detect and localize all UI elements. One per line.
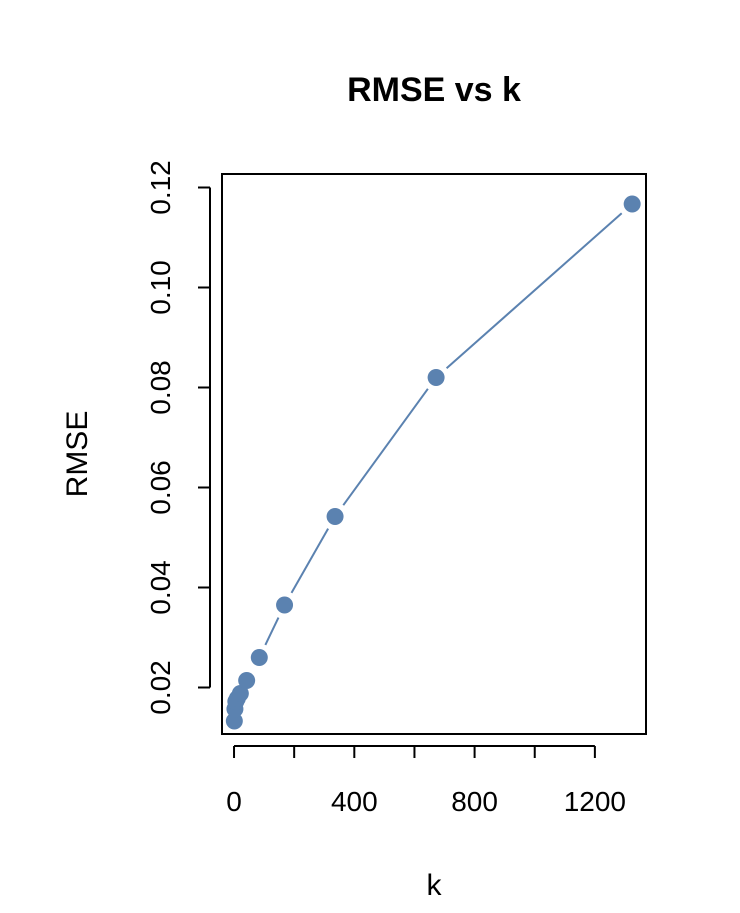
x-tick-label: 800 bbox=[451, 786, 498, 817]
series-line-segment bbox=[342, 388, 429, 506]
data-point bbox=[225, 712, 243, 730]
y-tick-label: 0.04 bbox=[145, 560, 176, 615]
series-line-segment bbox=[445, 212, 623, 369]
x-tick-label: 1200 bbox=[564, 786, 626, 817]
x-tick-label: 0 bbox=[226, 786, 242, 817]
x-axis-title: k bbox=[427, 869, 443, 902]
y-tick-label: 0.06 bbox=[145, 460, 176, 515]
x-axis: 0 400 800 1200 bbox=[226, 745, 626, 817]
data-point bbox=[231, 685, 249, 702]
y-tick-label: 0.12 bbox=[145, 160, 176, 215]
series-layer bbox=[225, 195, 641, 730]
x-tick-label: 400 bbox=[331, 786, 378, 817]
plot-frame bbox=[221, 173, 647, 735]
series-line-segment bbox=[290, 528, 329, 594]
data-point bbox=[276, 596, 294, 614]
y-axis-title: RMSE bbox=[61, 411, 94, 498]
data-point bbox=[427, 369, 445, 386]
y-tick-label: 0.10 bbox=[145, 260, 176, 315]
chart-title: RMSE vs k bbox=[347, 71, 521, 109]
data-point bbox=[250, 649, 268, 666]
y-axis: 0.02 0.04 0.06 0.08 0.10 0.12 bbox=[145, 160, 211, 715]
data-point bbox=[238, 672, 256, 689]
data-point bbox=[623, 195, 641, 213]
series-line-segment bbox=[264, 617, 280, 646]
y-tick-label: 0.02 bbox=[145, 660, 176, 715]
y-tick-label: 0.08 bbox=[145, 360, 176, 415]
data-point bbox=[326, 508, 344, 525]
